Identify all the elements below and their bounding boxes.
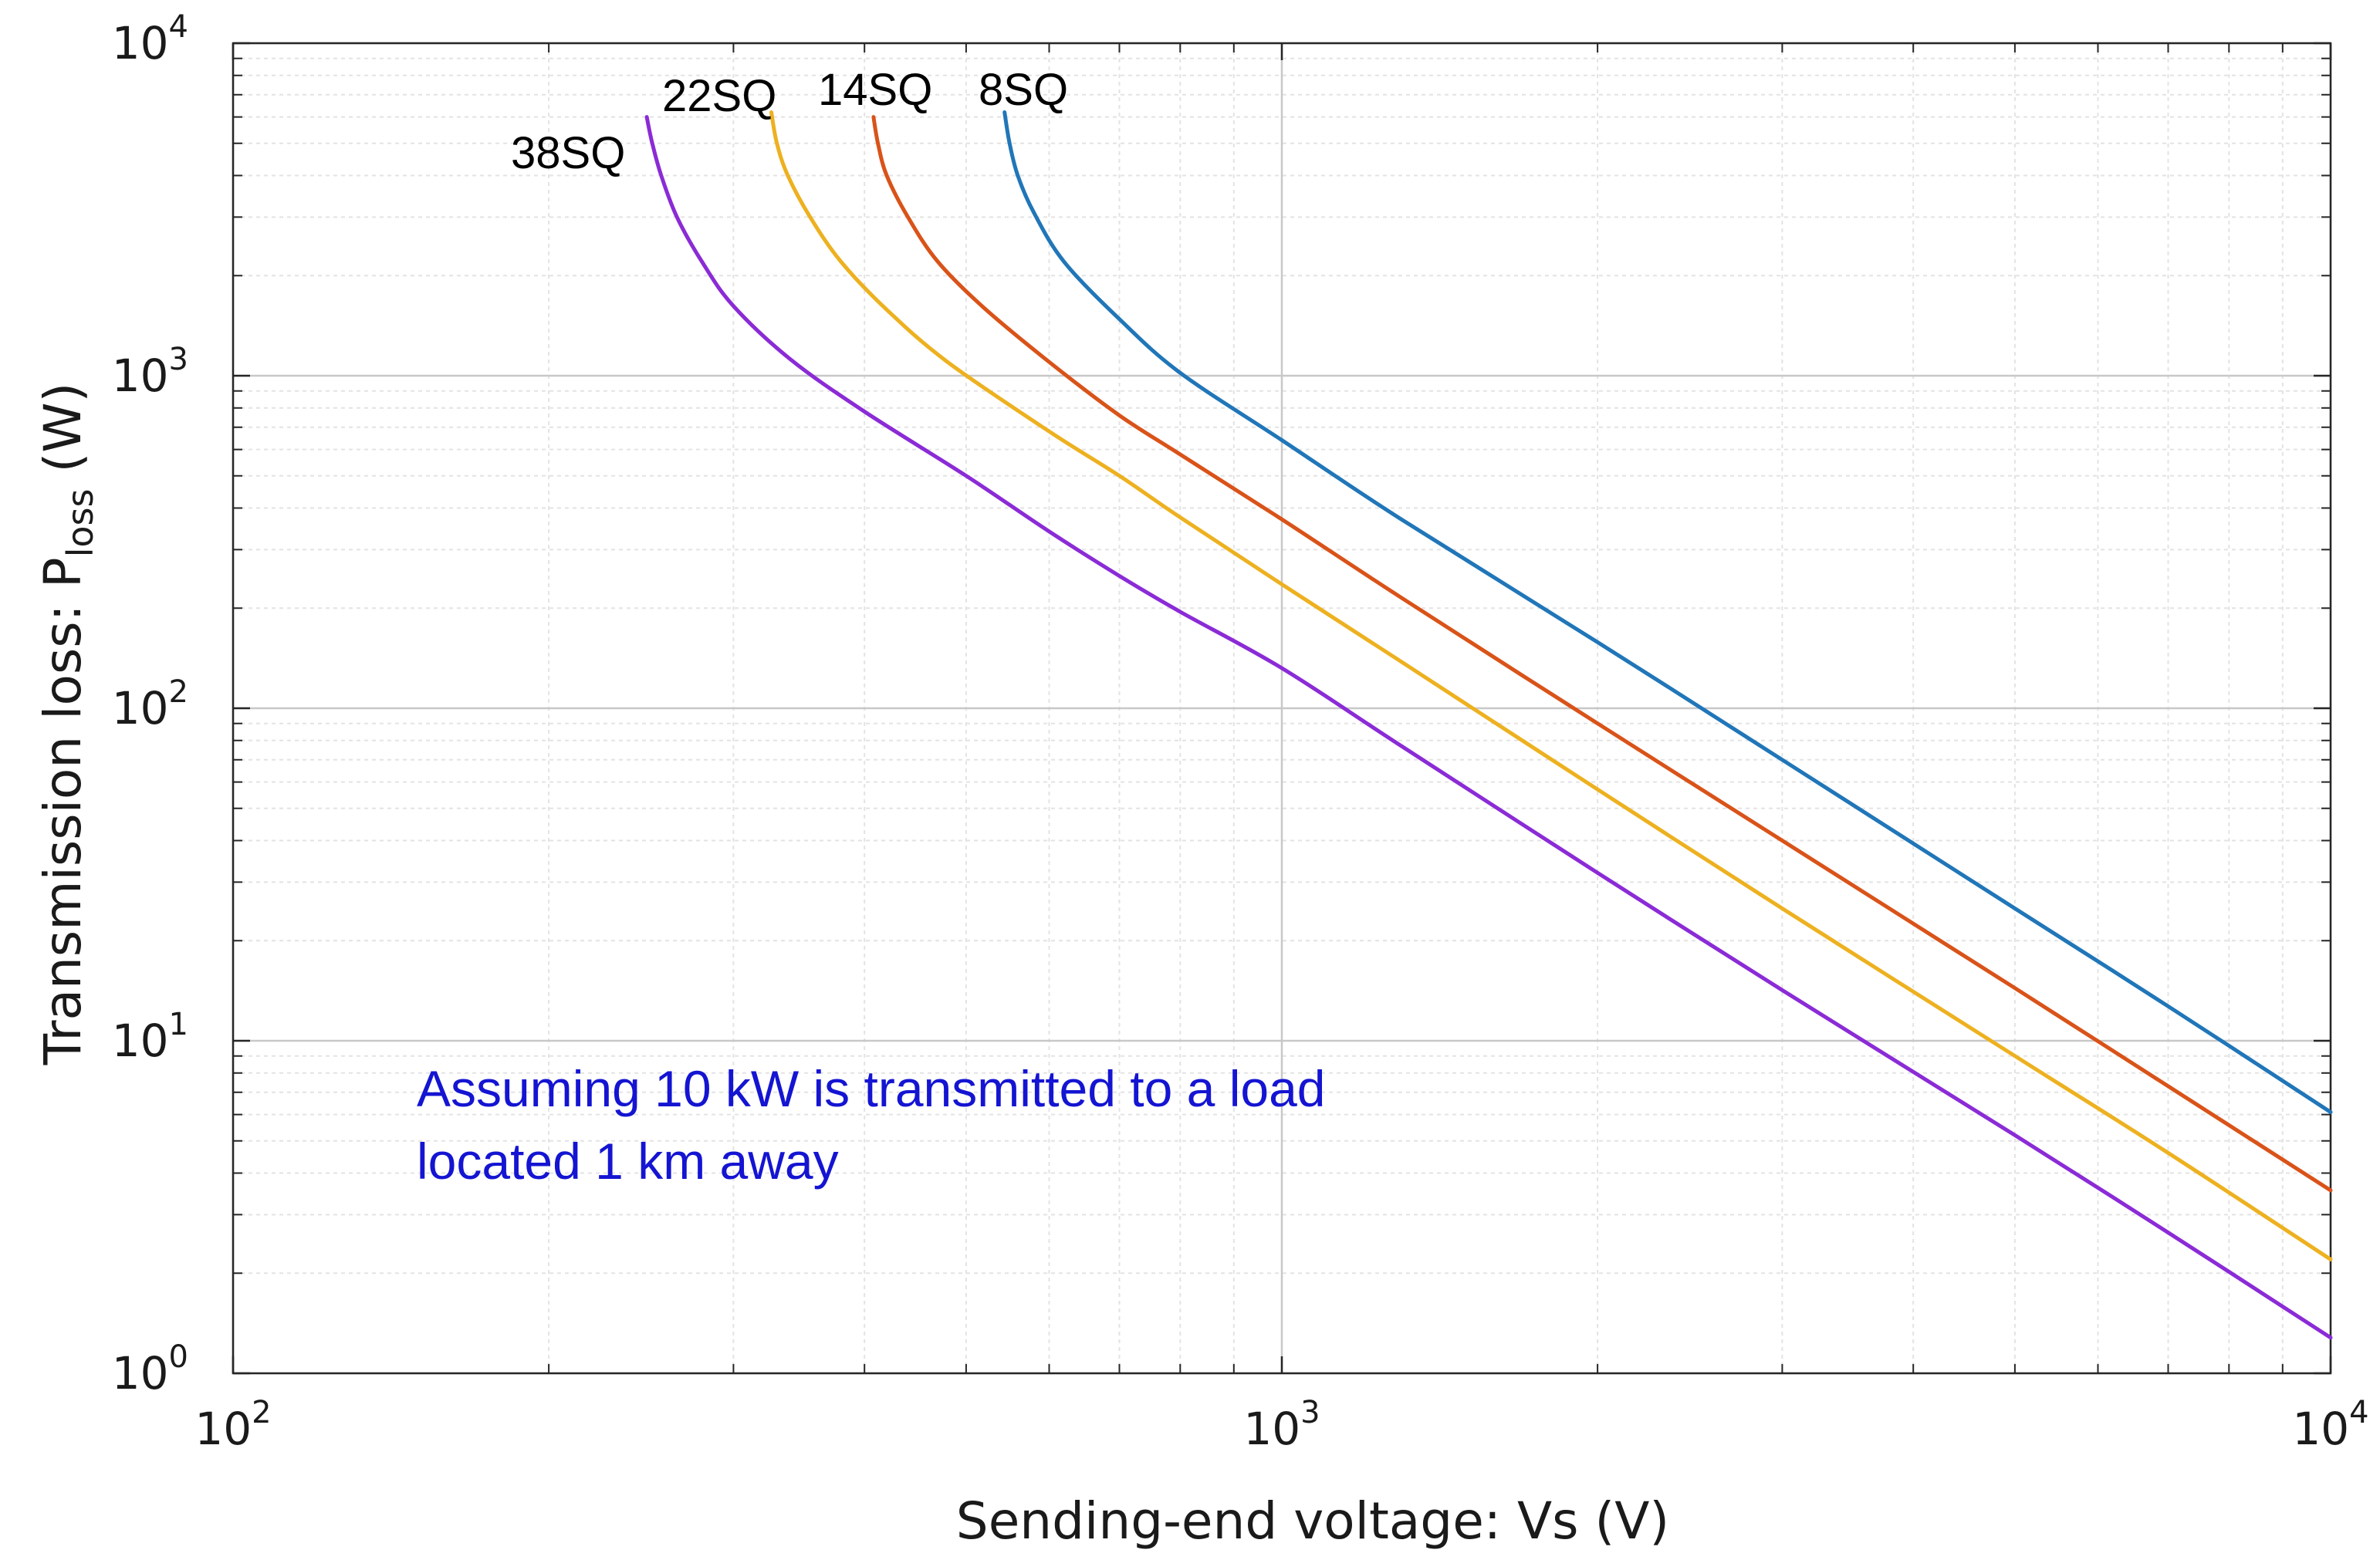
y-tick-label: 100 bbox=[112, 1339, 188, 1400]
series-line-22sq bbox=[769, 110, 2333, 1261]
x-tick-labels: 102 103 104 bbox=[194, 1395, 2368, 1455]
y-axis-title: Transmission loss: Ploss (W) bbox=[33, 383, 101, 1065]
y-axis-title-main: Transmission loss: P bbox=[33, 557, 93, 1065]
series-label-14sq: 14SQ bbox=[818, 65, 932, 115]
annotation-line-2: located 1 km away bbox=[417, 1133, 839, 1190]
y-tick-label: 102 bbox=[112, 674, 188, 734]
y-axis-title-sub: loss bbox=[59, 489, 101, 558]
x-axis-title: Sending-end voltage: Vs (V) bbox=[956, 1491, 1669, 1551]
annotation: Assuming 10 kW is transmitted to a load … bbox=[417, 1060, 1340, 1190]
y-tick-label-exponent: 1 bbox=[169, 1007, 188, 1042]
y-axis-title-unit: (W) bbox=[33, 383, 93, 489]
x-tick-label-base: 10 bbox=[194, 1403, 252, 1455]
x-tick-label-exponent: 2 bbox=[252, 1395, 271, 1430]
y-tick-label: 104 bbox=[112, 9, 188, 69]
y-tick-label: 101 bbox=[112, 1007, 188, 1067]
x-tick-label-base: 10 bbox=[1243, 1403, 1300, 1455]
y-tick-label-exponent: 0 bbox=[169, 1339, 188, 1375]
x-tick-label-exponent: 4 bbox=[2349, 1395, 2368, 1430]
y-tick-label-base: 10 bbox=[112, 1015, 169, 1067]
series-labels: 38SQ 22SQ 14SQ 8SQ bbox=[511, 65, 1068, 178]
y-tick-label-base: 10 bbox=[112, 17, 169, 69]
series-label-8sq: 8SQ bbox=[979, 65, 1068, 115]
series-line-14sq bbox=[871, 115, 2333, 1193]
series-label-38sq: 38SQ bbox=[511, 128, 625, 178]
series-line-8sq bbox=[1002, 110, 2333, 1114]
y-tick-label-exponent: 4 bbox=[169, 9, 188, 45]
axis-ticks bbox=[232, 42, 2332, 1375]
x-tick-label-exponent: 3 bbox=[1300, 1395, 1320, 1430]
series-line-38sq bbox=[644, 115, 2333, 1340]
y-tick-label-base: 10 bbox=[112, 349, 169, 402]
x-tick-label-base: 10 bbox=[2292, 1403, 2349, 1455]
x-tick-label: 103 bbox=[1243, 1395, 1320, 1455]
annotation-line-1: Assuming 10 kW is transmitted to a load bbox=[417, 1060, 1326, 1117]
y-tick-label: 103 bbox=[112, 342, 188, 402]
y-tick-label-exponent: 3 bbox=[169, 342, 188, 377]
y-tick-label-base: 10 bbox=[112, 682, 169, 734]
x-tick-label: 104 bbox=[2292, 1395, 2368, 1455]
series-label-22sq: 22SQ bbox=[662, 71, 776, 121]
y-tick-label-base: 10 bbox=[112, 1347, 169, 1400]
series-lines bbox=[644, 110, 2333, 1340]
x-tick-label: 102 bbox=[194, 1395, 271, 1455]
y-tick-label-exponent: 2 bbox=[169, 674, 188, 710]
